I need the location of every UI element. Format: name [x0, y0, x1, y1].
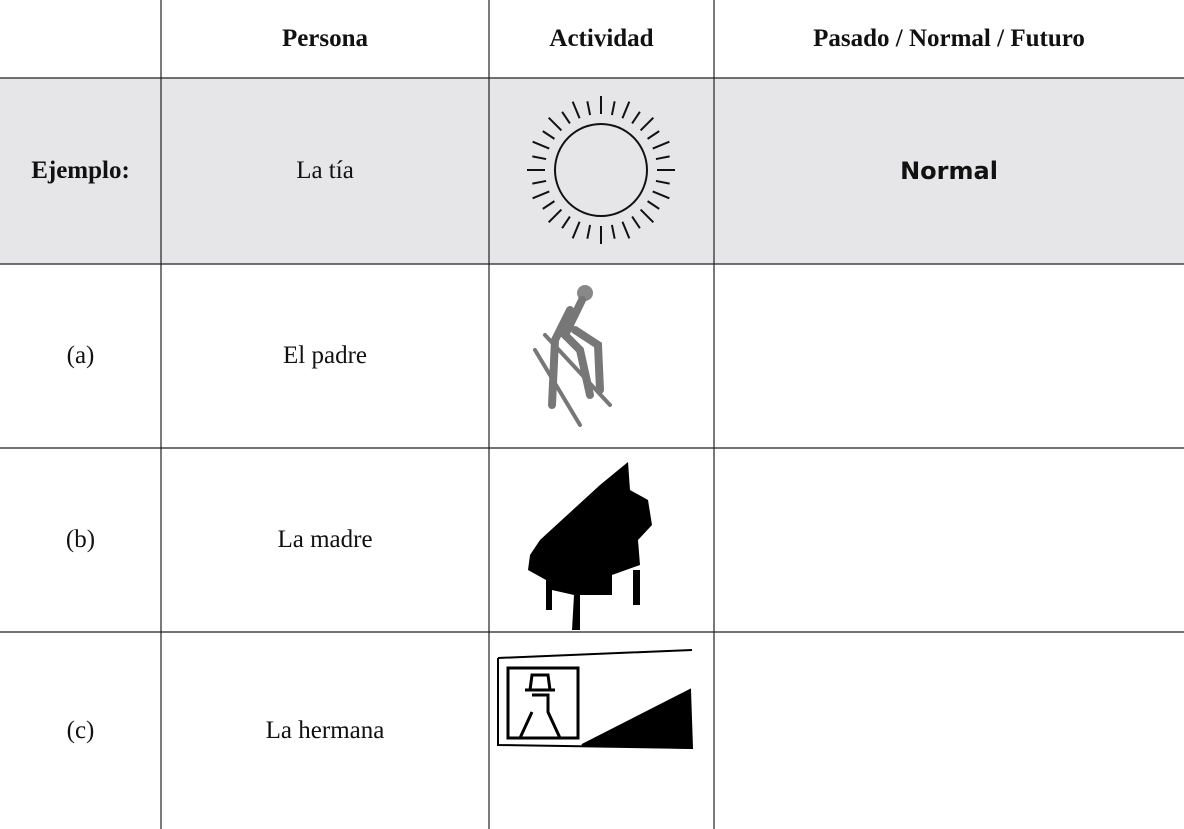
sun-ray: [561, 216, 571, 229]
persona-cell: El padre: [283, 342, 367, 369]
column-header: Pasado / Normal / Futuro: [813, 25, 1085, 52]
row-label: (c): [66, 716, 95, 744]
answer-cell: Normal: [900, 157, 998, 185]
sun-ray: [655, 179, 670, 185]
sun-icon: [527, 96, 675, 244]
sun-ray: [652, 190, 670, 200]
cinema-icon: [497, 649, 694, 750]
column-header: Actividad: [549, 25, 654, 52]
sun-ray: [621, 221, 631, 239]
sun-ray: [655, 155, 670, 161]
row-label: (b): [65, 526, 96, 553]
example-row-bg: [0, 78, 1184, 264]
sun-ray: [542, 130, 555, 140]
sun-ray: [610, 224, 616, 239]
row-label: (a): [66, 342, 95, 369]
persona-cell: La tía: [296, 157, 354, 184]
sun-ray: [610, 101, 616, 116]
sun-ray: [542, 200, 555, 210]
sun-ray: [652, 140, 670, 150]
sun-ray: [631, 111, 641, 124]
sun-ray: [547, 208, 563, 224]
sun-ray: [571, 101, 581, 119]
persona-cell: La hermana: [265, 716, 385, 744]
persona-cell: La madre: [277, 526, 373, 553]
sun-ray: [571, 221, 581, 239]
sun-ray: [547, 116, 563, 132]
sun-ray: [621, 101, 631, 119]
skier-icon: [533, 285, 612, 427]
sun-ray: [561, 111, 571, 124]
sun-ray: [532, 179, 547, 185]
sun-ray: [647, 200, 660, 210]
piano-icon: [528, 462, 652, 630]
sun-ray: [532, 140, 550, 150]
sun-ray: [586, 224, 592, 239]
sun-ray: [586, 101, 592, 116]
sun-ray: [639, 208, 655, 224]
sun-ray: [639, 116, 655, 132]
sun-ray: [631, 216, 641, 229]
row-label: Ejemplo:: [31, 157, 130, 184]
sun-ray: [532, 190, 550, 200]
column-header: Persona: [281, 25, 369, 52]
sun-ray: [647, 130, 660, 140]
sun-ray: [532, 155, 547, 161]
